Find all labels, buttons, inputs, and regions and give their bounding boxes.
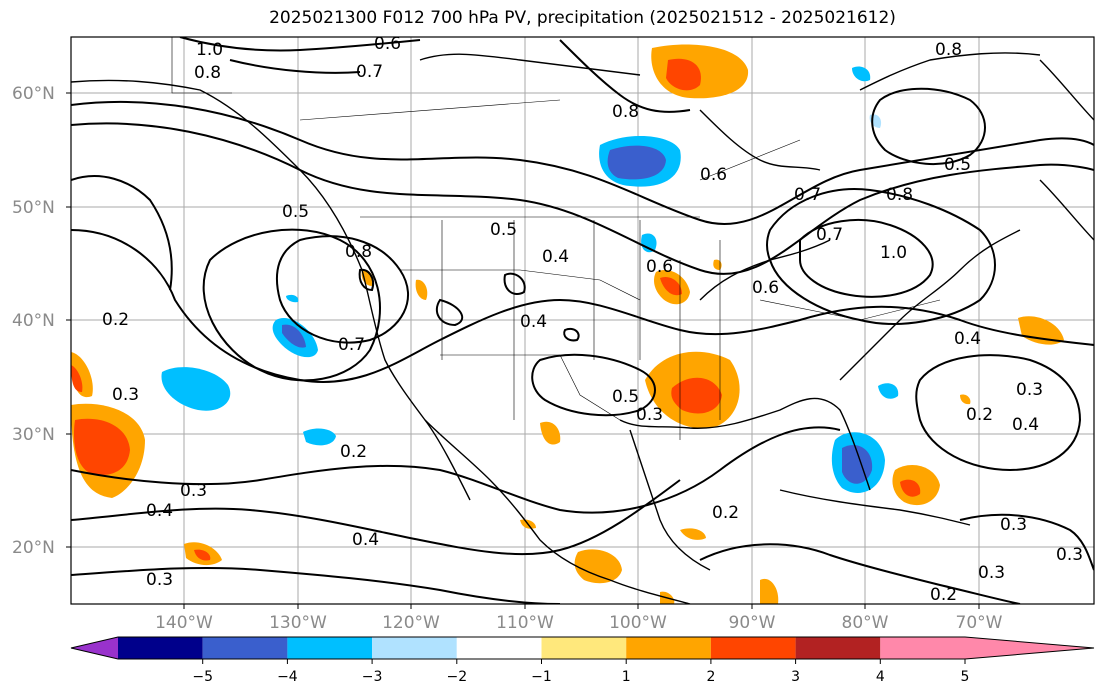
- lon-label: 110°W: [496, 613, 554, 633]
- colorbar-segment: [795, 637, 881, 659]
- colorbar-segment: [372, 637, 457, 659]
- lat-label: 40°N: [12, 311, 55, 331]
- colorbar-tick: −4: [277, 669, 298, 685]
- colorbar-extend-low: [71, 637, 118, 659]
- contour-label: 0.3: [112, 385, 139, 405]
- colorbar-segment: [202, 637, 288, 659]
- contour-label: 0.6: [374, 34, 401, 54]
- contour-label: 0.4: [352, 530, 379, 550]
- contour-label: 0.2: [340, 442, 367, 462]
- contour-label: 0.5: [282, 202, 309, 222]
- contour-labels: 1.0 0.8 0.6 0.7 0.8 0.5 0.5 0.8 0.4 0.4 …: [102, 34, 1083, 605]
- colorbar-segment: [456, 637, 542, 659]
- colorbar-tick: 2: [706, 669, 715, 685]
- contour-label: 0.4: [1012, 415, 1039, 435]
- colorbar-extend-high: [965, 637, 1094, 659]
- borders: [171, 37, 941, 440]
- colorbar-tick: 4: [876, 669, 885, 685]
- contour-label: 0.8: [612, 102, 639, 122]
- contour-label: 0.3: [1056, 545, 1083, 565]
- lon-label: 130°W: [269, 613, 327, 633]
- contour-label: 0.3: [1016, 380, 1043, 400]
- contour-label: 0.8: [345, 242, 372, 262]
- contour-label: 0.4: [542, 247, 569, 267]
- lat-label: 20°N: [12, 538, 55, 558]
- contour-label: 0.3: [1000, 515, 1027, 535]
- lon-label: 70°W: [956, 613, 1003, 633]
- contour-label: 0.7: [794, 185, 821, 205]
- colorbar-tick: 1: [622, 669, 631, 685]
- colorbar-tick: −3: [362, 669, 383, 685]
- contour-label: 0.4: [146, 501, 173, 521]
- lon-label: 90°W: [729, 613, 776, 633]
- colorbar: −5 −4 −3 −2 −1 1 2 3 4 5: [70, 636, 1095, 685]
- lon-label: 100°W: [609, 613, 667, 633]
- colorbar-segment: [118, 637, 203, 659]
- contour-label: 0.3: [180, 481, 207, 501]
- contour-label: 0.7: [816, 225, 843, 245]
- pv-contours: [71, 37, 1094, 604]
- contour-label: 0.5: [612, 387, 639, 407]
- lon-label: 80°W: [842, 613, 889, 633]
- precipitation-field: [71, 44, 1064, 604]
- lat-label: 60°N: [12, 84, 55, 104]
- contour-label: 0.3: [978, 563, 1005, 583]
- colorbar-segment: [710, 637, 796, 659]
- contour-label: 0.6: [752, 278, 779, 298]
- lat-label: 50°N: [12, 198, 55, 218]
- latitude-labels: 60°N 50°N 40°N 30°N 20°N: [12, 84, 55, 558]
- colorbar-tick: −2: [446, 669, 467, 685]
- contour-label: 0.3: [636, 405, 663, 425]
- contour-label: 0.6: [646, 257, 673, 277]
- colorbar-segment: [880, 637, 965, 659]
- contour-label: 1.0: [196, 40, 223, 60]
- contour-label: 0.4: [954, 329, 981, 349]
- lon-label: 120°W: [382, 613, 440, 633]
- contour-label: 1.0: [880, 243, 907, 263]
- contour-label: 0.5: [490, 220, 517, 240]
- contour-label: 0.2: [966, 405, 993, 425]
- colorbar-segment: [541, 637, 627, 659]
- contour-label: 0.2: [712, 503, 739, 523]
- contour-label: 0.3: [146, 570, 173, 590]
- lon-label: 140°W: [155, 613, 213, 633]
- contour-label: 0.7: [338, 335, 365, 355]
- axis-ticks: [66, 92, 980, 609]
- colorbar-tick: −1: [531, 669, 552, 685]
- contour-label: 0.2: [102, 310, 129, 330]
- colorbar-tick: 3: [791, 669, 800, 685]
- contour-label: 0.8: [935, 40, 962, 60]
- map-title: 2025021300 F012 700 hPa PV, precipitatio…: [269, 8, 896, 28]
- contour-label: 0.6: [700, 165, 727, 185]
- colorbar-segment: [626, 637, 711, 659]
- contour-label: 0.8: [886, 185, 913, 205]
- lat-label: 30°N: [12, 425, 55, 445]
- contour-label: 0.2: [930, 585, 957, 605]
- contour-label: 0.8: [194, 63, 221, 83]
- colorbar-tick: −5: [192, 669, 213, 685]
- contour-label: 0.7: [356, 62, 383, 82]
- longitude-labels: 140°W 130°W 120°W 110°W 100°W 90°W 80°W …: [155, 613, 1003, 633]
- colorbar-tick: 5: [961, 669, 970, 685]
- contour-label: 0.5: [944, 155, 971, 175]
- contour-label: 0.4: [520, 312, 547, 332]
- colorbar-segment: [287, 637, 373, 659]
- graticule: [71, 37, 1094, 604]
